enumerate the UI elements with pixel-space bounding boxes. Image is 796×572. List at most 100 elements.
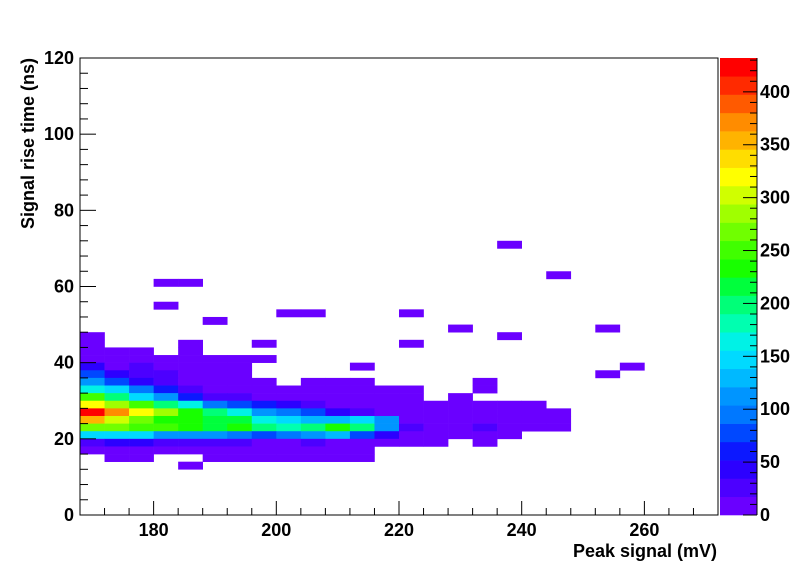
heatmap-cell [202,316,228,325]
heatmap-cell [251,423,277,432]
heatmap-cell [129,385,154,394]
heatmap-cell [153,355,179,363]
heatmap-cell [300,454,326,462]
heatmap-cell [399,431,424,440]
heatmap-cell [80,431,105,440]
heatmap-cell [399,423,424,432]
heatmap-cell [202,377,228,386]
colorbar-tick-label: 0 [760,505,770,525]
colorbar-swatch [720,295,757,315]
heatmap-cell [497,415,522,424]
heatmap-cell [104,355,130,363]
heatmap-cell [251,393,277,402]
heatmap-cell [178,415,203,424]
heatmap-cell [399,393,424,402]
heatmap-cell [448,408,473,417]
heatmap-cell [374,431,400,440]
heatmap-cell [448,400,473,409]
heatmap-cell [399,309,424,318]
heatmap-cell [202,415,228,424]
heatmap-cell [349,377,375,386]
heatmap-cell [276,431,302,440]
heatmap-cell [399,400,424,409]
heatmap-cell [448,393,473,402]
colorbar-swatch [720,368,757,388]
heatmap-cell [178,347,203,356]
x-tick-label: 220 [384,520,414,540]
heatmap-cell [202,400,228,409]
heatmap-cell [276,400,302,409]
heatmap-cell [202,393,228,402]
heatmap-cell [325,408,351,417]
heatmap-cell [153,408,179,417]
heatmap-cell [129,408,154,417]
heatmap-cell [104,454,130,462]
heatmap-cell [178,278,203,287]
heatmap-cell [227,393,253,402]
heatmap-cell [227,423,253,432]
heatmap-cell [202,408,228,417]
heatmap-cell [251,438,277,447]
heatmap-cell [104,423,130,432]
heatmap-cell [497,431,522,440]
heatmap-cell [202,370,228,379]
colorbar-tick-label: 350 [760,135,790,155]
heatmap-cell [153,438,179,447]
heatmap-cell [104,415,130,424]
heatmap-cell [325,385,351,394]
colorbar-swatch [720,277,757,296]
heatmap-cell [178,355,203,363]
x-axis-title: Peak signal (mV) [573,541,717,561]
heatmap-cell [153,385,179,394]
colorbar-swatch [720,112,757,132]
heatmap-cell [227,362,253,371]
heatmap-cell [521,408,547,417]
colorbar-swatch [720,441,757,461]
heatmap-cell [595,324,621,333]
heatmap-cell [129,400,154,409]
heatmap-cell [300,377,326,386]
colorbar-tick-label: 100 [760,399,790,419]
heatmap-cell [202,362,228,371]
heatmap-cell [202,423,228,432]
heatmap-cell [374,408,400,417]
heatmap-cell [472,415,498,424]
heatmap-cell [300,408,326,417]
heatmap-cell [178,446,203,455]
heatmap-cell [251,339,277,348]
colorbar-swatch [720,94,757,114]
heatmap-cell [80,446,105,455]
colorbar-swatch [720,460,757,479]
heatmap-cell [300,423,326,432]
heatmap-cell [276,309,302,318]
heatmap-cell [251,377,277,386]
heatmap-cell [251,385,277,394]
heatmap-cell [178,385,203,394]
colorbar-swatch [720,259,757,278]
colorbar-swatch [720,350,757,370]
heatmap-cell [80,339,105,348]
heatmap-cell [546,423,572,432]
heatmap-cell [497,408,522,417]
heatmap-cell [349,415,375,424]
heatmap-cell [202,446,228,455]
heatmap-cell [374,393,400,402]
heatmap-cell [129,355,154,363]
heatmap-cell [227,438,253,447]
colorbar-swatch [720,496,757,516]
colorbar-tick-label: 200 [760,293,790,313]
heatmap-cell [276,446,302,455]
heatmap-cell [80,332,105,341]
heatmap-cell [80,385,105,394]
heatmap-cell [227,377,253,386]
colorbar-swatch [720,204,757,223]
heatmap-cell [276,385,302,394]
heatmap-cell [178,393,203,402]
x-axis: 180 200 220 240 260 [79,501,719,540]
heatmap-cell [374,438,400,447]
heatmap-cell [349,400,375,409]
heatmap-cell [104,362,130,371]
heatmap-cell [104,385,130,394]
heatmap-cell [276,393,302,402]
